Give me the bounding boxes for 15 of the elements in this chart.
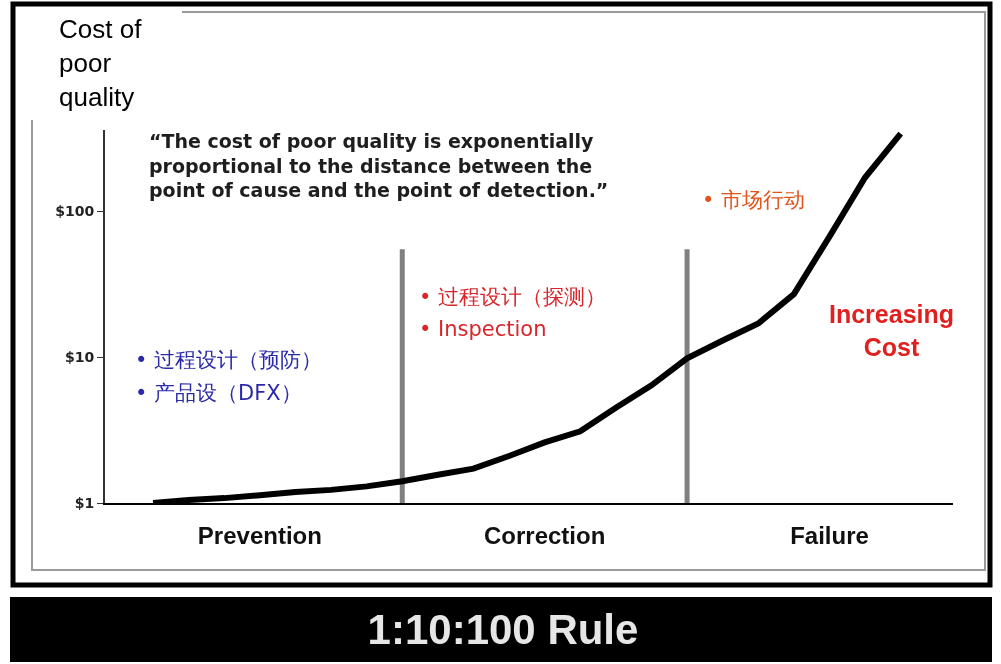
y-tick-label: $100 <box>55 203 95 220</box>
annotation: • Inspection <box>419 317 547 341</box>
x-tick-label: Correction <box>483 521 606 549</box>
y-tick-label: $10 <box>64 348 95 365</box>
annotation: • 过程设计（探测） <box>419 285 607 309</box>
annotation: • 产品设（DFX） <box>135 381 302 405</box>
y-axis-title: Cost of poor quality <box>59 14 143 112</box>
x-tick-label: Prevention <box>197 521 322 549</box>
x-tick-label: Failure <box>790 521 869 549</box>
annotation: • 市场行动 <box>702 188 806 212</box>
annotation: Increasing Cost <box>829 300 955 361</box>
text: 1:10:100 Rule <box>367 605 639 653</box>
annotation: “The cost of poor quality is exponentially proportional to the distance between the point of cause and the point of detection.” <box>149 130 609 202</box>
y-tick-label: $1 <box>74 494 95 511</box>
annotation: • 过程设计（预防） <box>135 348 323 372</box>
